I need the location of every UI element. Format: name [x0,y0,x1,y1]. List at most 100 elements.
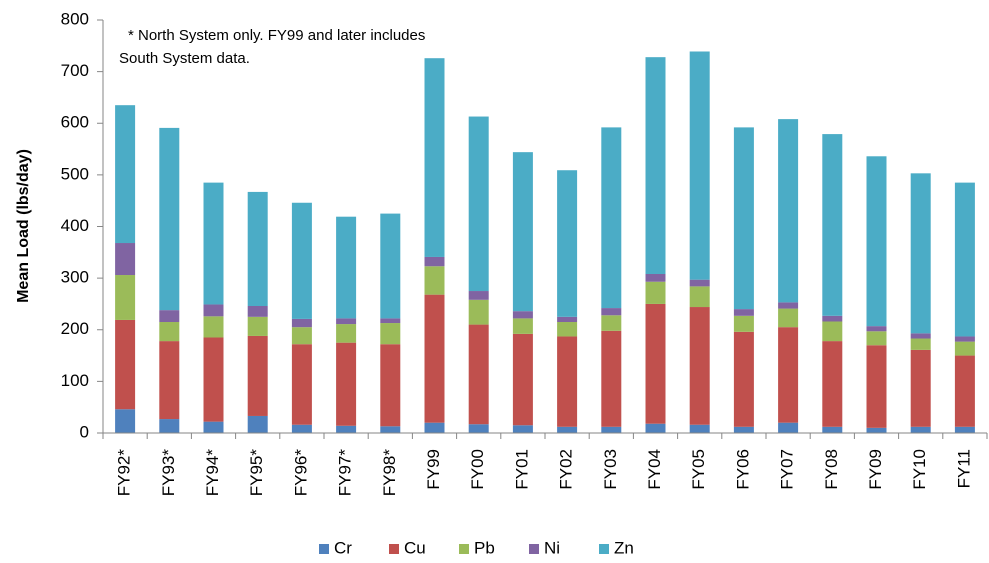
bar-segment [247,316,268,336]
bar-segment [601,127,622,309]
legend-label: Cr [334,538,352,557]
bar-segment [203,316,224,338]
bar-segment [866,345,887,428]
bar-segment [512,152,533,312]
bar-segment [822,315,843,322]
x-tick-label: FY10 [910,449,929,490]
bar-segment [778,327,799,423]
x-tick-label: FY00 [468,449,487,490]
bar-segment [557,170,578,317]
bar-segment [689,51,710,280]
annotation: * North System only. FY99 and later incl… [128,27,425,44]
legend-swatch [319,544,329,554]
bar-segment [424,256,445,267]
bar-segment [424,422,445,433]
bar-segment [733,331,754,427]
bar-segment [601,330,622,427]
y-tick-label: 300 [61,268,89,287]
bar-segment [866,331,887,346]
x-tick-label: FY07 [778,449,797,490]
x-tick-label: FY93* [159,449,178,497]
bar-segment [115,243,136,276]
bar-segment [115,105,136,244]
bar-segment [822,321,843,342]
bar-segment [733,309,754,316]
bar-segment [291,202,312,319]
x-tick-label: FY96* [291,449,310,497]
bar-segment [512,318,533,334]
x-tick-label: FY02 [557,449,576,490]
bar-segment [203,182,224,305]
bar-segment [159,341,180,420]
bar-segment [336,318,357,325]
x-tick-label: FY11 [954,449,973,488]
bar-segment [380,318,401,324]
bar-segment [468,424,489,433]
x-tick-label: FY09 [866,449,885,490]
bar-segment [336,216,357,319]
bar-segment [601,308,622,316]
bar-segment [159,322,180,342]
bar-segment [778,422,799,433]
bar-segment [822,426,843,433]
bar-segment [424,58,445,257]
bar-segment [468,116,489,292]
bar-segment [291,318,312,328]
y-tick-label: 0 [80,422,89,441]
bar-segment [954,336,975,342]
legend-label: Ni [544,538,560,557]
x-tick-label: FY92* [115,449,134,497]
x-tick-label: FY98* [380,449,399,497]
bar-segment [159,127,180,311]
bar-segment [291,344,312,425]
bar-segment [380,344,401,427]
x-tick-label: FY97* [336,449,355,497]
bar-segment [557,336,578,427]
legend-label: Pb [474,538,495,557]
bar-segment [689,424,710,433]
legend-swatch [529,544,539,554]
legend-swatch [389,544,399,554]
bar-segment [512,425,533,433]
bar-segment [336,342,357,426]
bar-segment [866,427,887,433]
bar-segment [910,338,931,350]
bar-segment [645,303,666,424]
bar-segment [468,291,489,300]
bar-segment [778,119,799,303]
bar-segment [689,307,710,425]
bar-segment [557,426,578,433]
bar-segment [557,316,578,323]
bar-segment [247,306,268,317]
bar-segment [601,426,622,433]
bar-segment [247,191,268,307]
bar-segment [291,327,312,345]
bar-segment [645,281,666,304]
bar-segment [778,308,799,328]
x-tick-label: FY03 [601,449,620,490]
bar-segment [115,275,136,320]
bar-segment [468,299,489,325]
x-tick-label: FY08 [822,449,841,490]
legend-swatch [459,544,469,554]
y-tick-label: 800 [61,9,89,28]
bar-segment [468,324,489,425]
x-tick-label: FY04 [645,449,664,490]
x-tick-label: FY95* [247,449,266,497]
y-tick-label: 600 [61,113,89,132]
x-tick-label: FY99 [424,449,443,490]
bar-segment [380,426,401,433]
bar-segment [822,134,843,316]
bar-segment [380,213,401,319]
bar-segment [424,294,445,423]
legend-label: Cu [404,538,426,557]
bar-segment [557,322,578,337]
bar-segment [203,421,224,433]
y-tick-label: 500 [61,164,89,183]
bar-segment [778,302,799,309]
bar-segment [866,156,887,327]
bar-segment [380,323,401,345]
annotation: South System data. [119,50,250,67]
bar-segment [512,311,533,319]
